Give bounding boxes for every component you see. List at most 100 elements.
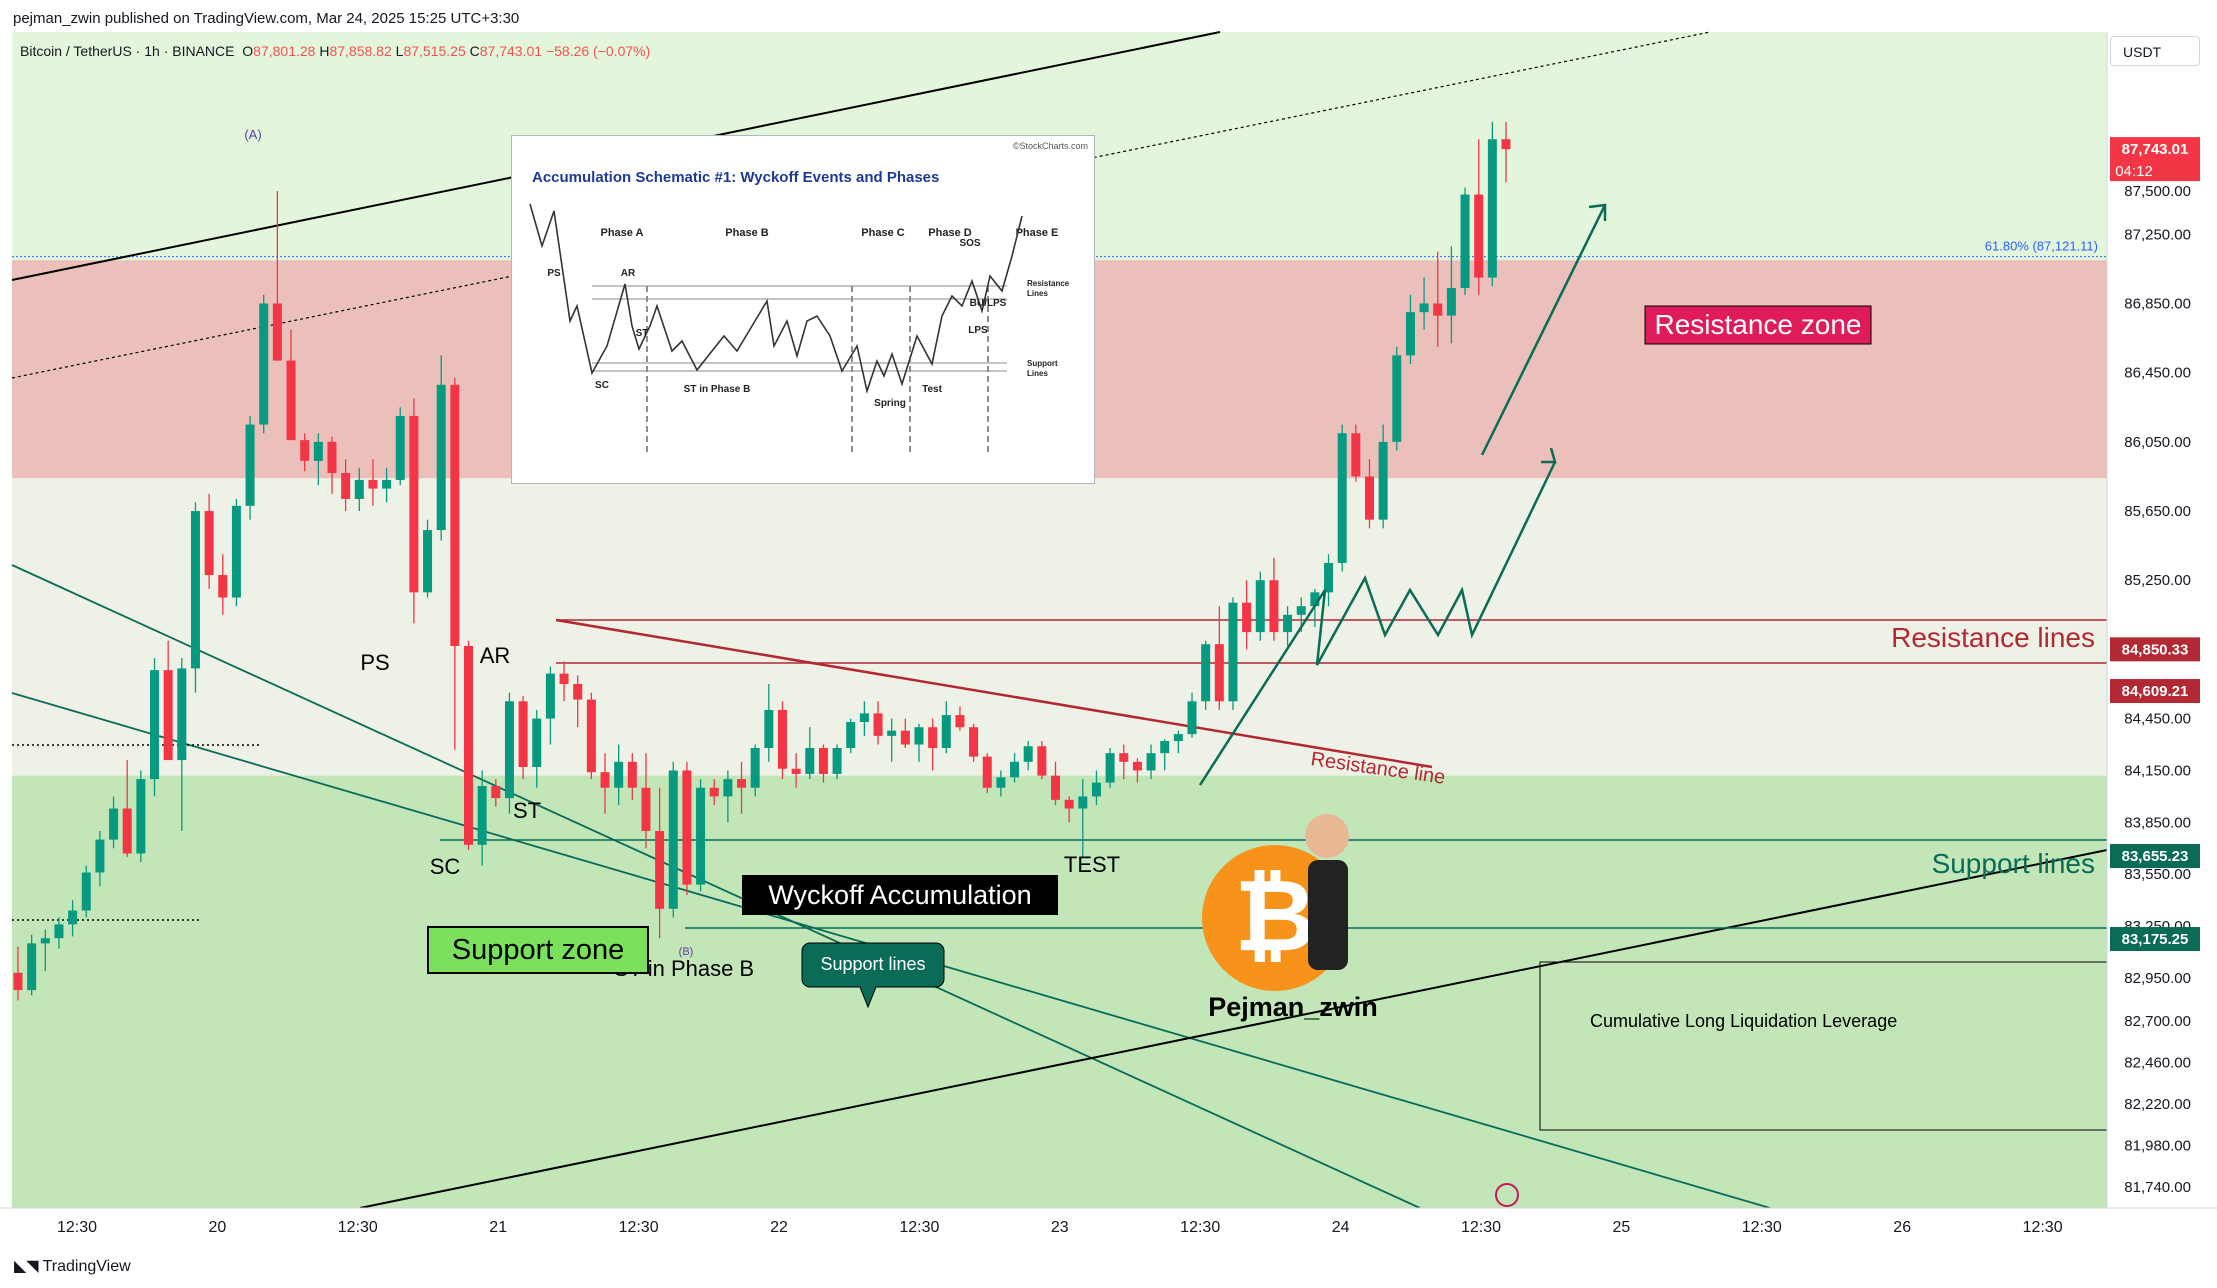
inset-phase-label: Phase B [725,227,768,239]
candle [532,709,542,788]
time-tick: 12:30 [1461,1219,1501,1236]
publisher-line: pejman_zwin published on TradingView.com… [13,10,520,27]
candle-body [1474,194,1484,278]
candle [341,459,351,512]
candle-body [1119,753,1129,762]
candle-body [668,770,678,909]
wyckoff-label: Wyckoff Accumulation [768,880,1031,910]
projection-arrowhead-2 [1588,203,1607,221]
candle [313,433,323,486]
candle [941,701,951,754]
candle-body [150,670,160,780]
inset-event-label: LPS [968,325,988,336]
candle [668,761,678,918]
candle-body [900,730,910,745]
candle [504,692,514,814]
candle-body [1091,782,1101,797]
currency-selector[interactable]: USDT [2110,36,2200,66]
candle [27,934,37,996]
time-tick: 21 [489,1219,507,1236]
candle [204,493,214,589]
st-label: ST [513,798,541,823]
inset-event-label: SOS [959,238,980,249]
candle [1351,424,1361,482]
tradingview-logo[interactable]: ◣◥ TradingView [14,1258,131,1275]
inset-phase-label: Phase E [1016,227,1059,239]
candle-body [1433,303,1443,316]
candle-body [1419,303,1429,313]
candle-body [190,511,200,669]
candle [914,723,924,762]
candle-body [122,808,132,854]
time-tick: 12:30 [338,1219,378,1236]
candle-body [1392,355,1402,442]
ps-label: PS [360,650,389,675]
candle-body [40,938,50,944]
candle-body [805,747,815,774]
candle [1446,246,1456,344]
candle [955,706,965,731]
candle [1160,739,1170,771]
candle-body [641,787,651,831]
inset-resistance-caption: Resistance [1027,279,1070,288]
candle [818,744,828,783]
ar-label: AR [480,643,511,668]
time-tick: 12:30 [619,1219,659,1236]
inset-source: ©StockCharts.com [1012,141,1088,151]
candle-body [518,701,528,767]
candle-body [982,756,992,788]
candle-body [477,786,487,845]
candle-body [1487,139,1497,278]
test-label: TEST [1064,852,1120,877]
price-tick: 81,740.00 [2124,1179,2191,1196]
support-lines-callout: Support lines [820,954,925,974]
projection-path-1 [1198,461,1557,786]
candle-body [136,779,146,854]
candle-body [1501,139,1511,150]
candle [764,683,774,762]
bitcoin-symbol-icon: ₿ [1234,860,1316,972]
candle-body [1228,602,1238,702]
candle [423,519,433,598]
avatar-head-icon [1305,814,1349,858]
support-zone-area [12,775,2107,1208]
candle-body [1201,644,1211,702]
time-axis [0,1208,2217,1246]
candle [231,498,241,607]
candle [463,640,473,851]
liquidation-label: Cumulative Long Liquidation Leverage [1590,1011,1897,1031]
candle-body [1296,606,1306,615]
candle [300,433,310,472]
candle-body [928,727,938,748]
candle-body [463,645,473,845]
candle [1037,741,1047,780]
candle [477,770,487,866]
inset-event-label: Test [922,384,942,395]
symbol-legend: Bitcoin / TetherUS · 1h · BINANCE O87,80… [20,43,651,59]
candle [1501,121,1511,183]
candle [982,753,992,793]
candle [655,787,665,939]
price-tick: 82,700.00 [2124,1013,2191,1030]
candle-body [1405,312,1415,356]
resistance-zone-label: Resistance zone [1654,309,1861,340]
price-tick: 83,850.00 [2124,814,2191,831]
candle-body [327,441,337,473]
candle [996,770,1006,797]
price-tick: 86,050.00 [2124,434,2191,451]
candle-body [382,479,392,489]
candle-body [682,770,692,885]
candle-body [545,673,555,719]
author-signature: Pejman_zwin [1208,992,1378,1022]
projection-arrowhead-1 [1541,447,1557,464]
price-tag-bg [2110,927,2200,952]
inset-phase-label: Phase C [861,227,904,239]
candle-body [1187,701,1197,735]
candle-body [969,727,979,757]
candle-body [1023,746,1033,762]
candle [887,718,897,762]
price-tag: 84,850.33 [2122,641,2189,658]
candle [1228,597,1238,710]
support-diagonal-1 [11,564,1421,1209]
